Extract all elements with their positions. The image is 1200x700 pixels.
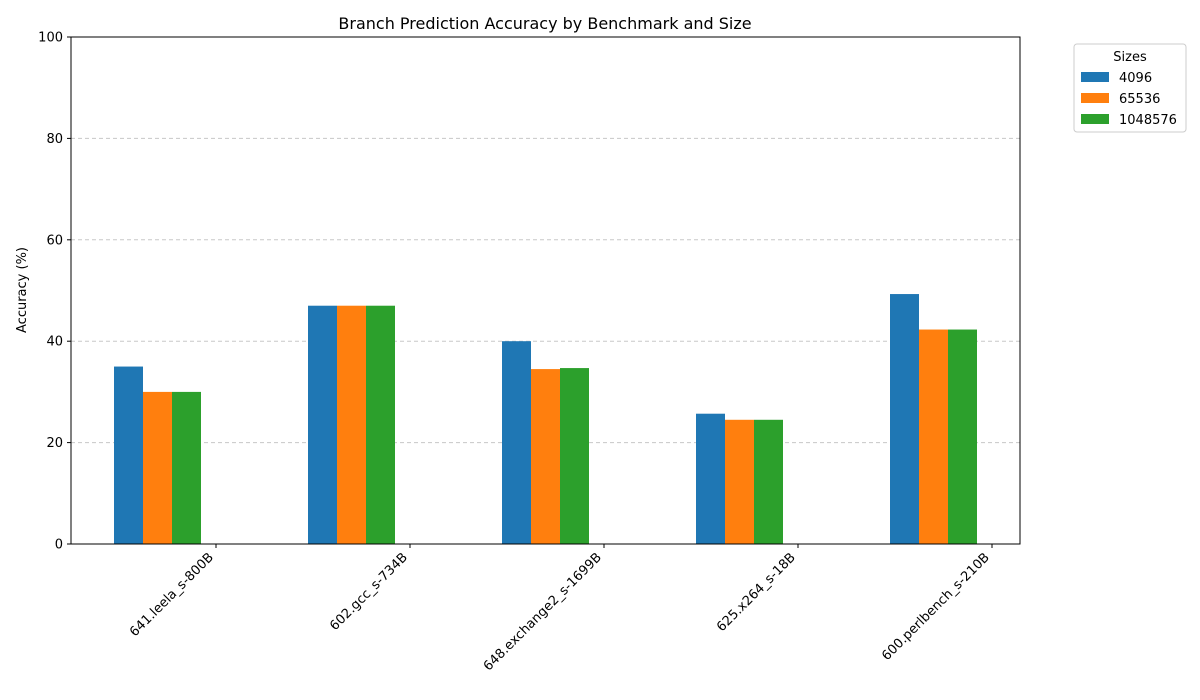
bar xyxy=(560,368,589,544)
bar xyxy=(531,369,560,544)
legend-swatch xyxy=(1081,114,1109,124)
y-tick-label: 40 xyxy=(46,335,63,350)
y-tick-label: 0 xyxy=(55,538,63,553)
bar xyxy=(696,413,725,544)
bar xyxy=(337,305,366,544)
y-axis-label: Accuracy (%) xyxy=(15,247,30,333)
bar xyxy=(948,329,977,544)
legend-frame xyxy=(1073,43,1187,133)
legend-label: 1048576 xyxy=(1119,113,1177,128)
axes xyxy=(70,36,1021,545)
x-axis-ticks: 641.leela_s-800B 602.gcc_s-734B 648.exchan… xyxy=(127,544,993,674)
legend-label: 4096 xyxy=(1119,71,1152,86)
legend-label: 65536 xyxy=(1119,92,1160,107)
x-tick-label: 600.perlbench_s-210B xyxy=(879,550,993,664)
x-tick-label: 625.x264_s-18B xyxy=(714,550,799,635)
bar xyxy=(754,419,783,544)
bar xyxy=(502,341,531,544)
y-tick-label: 100 xyxy=(38,31,63,46)
y-tick-label: 80 xyxy=(46,132,63,147)
x-tick-label: 602.gcc_s-734B xyxy=(327,550,411,634)
legend-swatch xyxy=(1081,93,1109,103)
x-tick-label: 641.leela_s-800B xyxy=(127,550,217,640)
legend: Sizes 4096 65536 1048576 xyxy=(1073,43,1187,133)
legend-title: Sizes xyxy=(1113,50,1147,65)
y-tick-label: 20 xyxy=(46,436,63,451)
y-axis-ticks: 0 20 40 60 80 100 xyxy=(38,31,71,553)
bar xyxy=(919,329,948,544)
bar xyxy=(725,419,754,544)
plot-frame xyxy=(70,36,1021,545)
bar xyxy=(172,391,201,544)
bar xyxy=(366,305,395,544)
bar xyxy=(143,391,172,544)
bars xyxy=(114,294,977,544)
bar xyxy=(308,305,337,544)
chart-title: Branch Prediction Accuracy by Benchmark … xyxy=(338,14,751,33)
bar xyxy=(890,294,919,544)
bar xyxy=(114,366,143,544)
legend-swatch xyxy=(1081,72,1109,82)
x-tick-label: 648.exchange2_s-1699B xyxy=(481,550,605,674)
y-tick-label: 60 xyxy=(46,233,63,248)
